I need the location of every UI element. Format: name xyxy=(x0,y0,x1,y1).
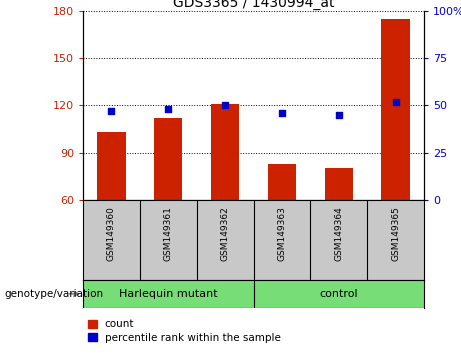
Text: GSM149360: GSM149360 xyxy=(107,206,116,261)
Point xyxy=(165,106,172,112)
Bar xyxy=(154,118,183,200)
Text: GSM149365: GSM149365 xyxy=(391,206,400,261)
Title: GDS3365 / 1430994_at: GDS3365 / 1430994_at xyxy=(173,0,334,10)
Bar xyxy=(211,104,239,200)
Bar xyxy=(325,169,353,200)
Point xyxy=(392,99,399,104)
Text: GSM149362: GSM149362 xyxy=(221,206,230,261)
Point xyxy=(335,112,343,118)
Point xyxy=(221,103,229,108)
Text: Harlequin mutant: Harlequin mutant xyxy=(119,289,218,299)
Bar xyxy=(381,18,410,200)
Point xyxy=(108,108,115,114)
Text: GSM149361: GSM149361 xyxy=(164,206,173,261)
Point xyxy=(278,110,286,116)
Text: control: control xyxy=(319,289,358,299)
Legend: count, percentile rank within the sample: count, percentile rank within the sample xyxy=(88,319,281,343)
Text: GSM149364: GSM149364 xyxy=(334,206,343,261)
Text: GSM149363: GSM149363 xyxy=(278,206,286,261)
Bar xyxy=(268,164,296,200)
Bar xyxy=(97,132,125,200)
Text: genotype/variation: genotype/variation xyxy=(5,289,104,299)
